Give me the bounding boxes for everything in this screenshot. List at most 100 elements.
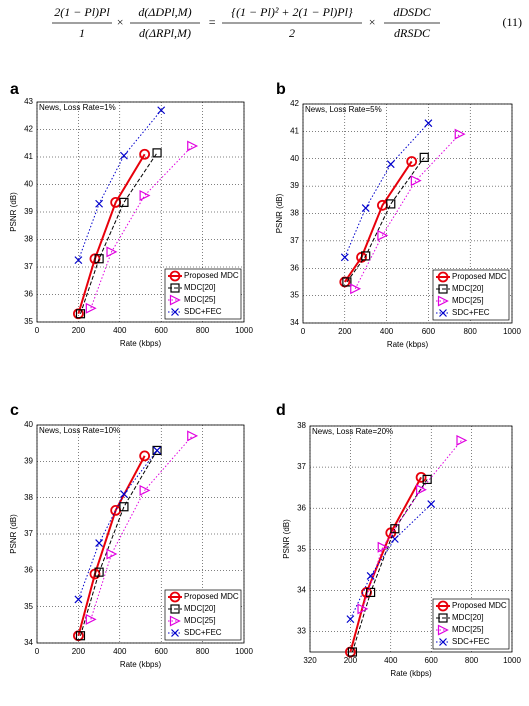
- y-tick-label: 35: [24, 317, 33, 326]
- y-tick-label: 37: [24, 262, 33, 271]
- y-tick-label: 38: [297, 421, 306, 430]
- y-tick-label: 36: [24, 290, 33, 299]
- series-line: [77, 109, 162, 261]
- marker: [439, 309, 447, 317]
- x-tick-label: 600: [155, 647, 169, 656]
- legend: [164, 589, 242, 641]
- legend-label: MDC[20]: [184, 283, 216, 292]
- marker: [169, 615, 181, 627]
- x-tick-label: 600: [422, 327, 436, 336]
- y-tick-label: 37: [297, 462, 306, 471]
- y-tick-label: 34: [24, 638, 33, 647]
- marker: [390, 524, 400, 534]
- marker: [422, 474, 432, 485]
- x-axis-label: Rate (kbps): [387, 340, 429, 349]
- marker: [437, 271, 449, 283]
- marker: [152, 148, 162, 158]
- eq-term: dRSDC: [394, 26, 431, 40]
- panel-label: d: [276, 402, 286, 419]
- x-tick-label: 0: [35, 647, 40, 656]
- y-tick-label: 40: [24, 420, 33, 429]
- legend-label: MDC[20]: [452, 284, 484, 293]
- equation: 2(1 − Pl)Pl 1 × d(ΔDPl,M) d(ΔRPl,M) = {(…: [52, 5, 522, 40]
- series-line: [343, 160, 413, 283]
- marker: [94, 567, 104, 577]
- marker: [454, 128, 466, 140]
- y-tick-label: 36: [297, 503, 306, 512]
- marker: [386, 199, 396, 209]
- y-tick-label: 43: [24, 97, 33, 106]
- x-tick-label: 1000: [503, 327, 521, 336]
- legend: [432, 269, 510, 321]
- marker: [427, 500, 436, 508]
- eq-term: dDSDC: [393, 5, 431, 19]
- legend-label: SDC+FEC: [184, 307, 222, 316]
- marker: [170, 604, 180, 614]
- marker: [357, 603, 369, 615]
- marker: [85, 302, 97, 314]
- marker: [419, 152, 429, 162]
- y-axis-label: PSNR (dB): [282, 519, 291, 559]
- eq-term: 2(1 − Pl)Pl: [54, 5, 110, 19]
- x-tick-label: 1000: [235, 647, 253, 656]
- marker: [106, 246, 118, 258]
- legend-label: MDC[25]: [184, 616, 216, 625]
- series-line: [354, 133, 461, 290]
- marker: [169, 294, 181, 306]
- marker: [139, 190, 151, 201]
- marker: [340, 253, 349, 262]
- y-tick-label: 35: [297, 544, 306, 553]
- y-tick-label: 42: [24, 125, 33, 134]
- y-tick-label: 36: [24, 565, 33, 574]
- legend-label: Proposed MDC: [452, 272, 507, 281]
- series-line: [77, 450, 158, 600]
- marker: [119, 502, 129, 512]
- series-line: [351, 479, 428, 653]
- legend-label: SDC+FEC: [452, 637, 490, 646]
- marker: [120, 490, 128, 498]
- y-tick-label: 39: [24, 207, 33, 216]
- eq-op: =: [208, 15, 216, 29]
- plot-frame: [36, 424, 245, 644]
- marker: [342, 277, 352, 287]
- y-tick-label: 38: [24, 235, 33, 244]
- marker: [94, 254, 104, 264]
- eq-op: ×: [116, 15, 124, 29]
- marker: [386, 160, 395, 169]
- y-tick-label: 39: [24, 456, 33, 465]
- x-tick-label: 0: [301, 327, 306, 336]
- x-tick-label: 600: [425, 656, 439, 665]
- x-tick-label: 0: [35, 326, 40, 335]
- marker: [350, 283, 362, 295]
- series-line: [77, 455, 146, 636]
- chart-title: News, Loss Rate=20%: [312, 427, 393, 436]
- panel-label: c: [10, 402, 19, 419]
- marker: [74, 595, 83, 604]
- legend-label: Proposed MDC: [184, 592, 239, 601]
- x-tick-label: 600: [155, 326, 169, 335]
- x-tick-label: 800: [196, 647, 210, 656]
- y-tick-label: 37: [24, 529, 33, 538]
- series-line: [362, 440, 462, 610]
- marker: [75, 309, 86, 319]
- eq-term: 1: [79, 26, 85, 40]
- marker: [410, 175, 422, 187]
- y-tick-label: 42: [290, 99, 299, 108]
- marker: [366, 572, 375, 580]
- chart: d 33 34 35 36 37 38 320 200 400 600 800 1000 Rate (kb…: [276, 402, 521, 678]
- x-tick-label: 400: [113, 647, 127, 656]
- legend-label: MDC[25]: [452, 625, 484, 634]
- series-line: [77, 153, 146, 315]
- y-tick-label: 38: [290, 209, 299, 218]
- y-tick-label: 41: [24, 152, 33, 161]
- x-tick-label: 800: [196, 326, 210, 335]
- x-axis-label: Rate (kbps): [120, 339, 162, 348]
- x-tick-label: 200: [344, 656, 358, 665]
- x-tick-label: 1000: [503, 656, 521, 665]
- legend: [164, 268, 242, 320]
- marker: [74, 256, 83, 265]
- marker: [157, 106, 166, 115]
- series-line: [79, 152, 158, 314]
- plot-frame: [302, 103, 513, 324]
